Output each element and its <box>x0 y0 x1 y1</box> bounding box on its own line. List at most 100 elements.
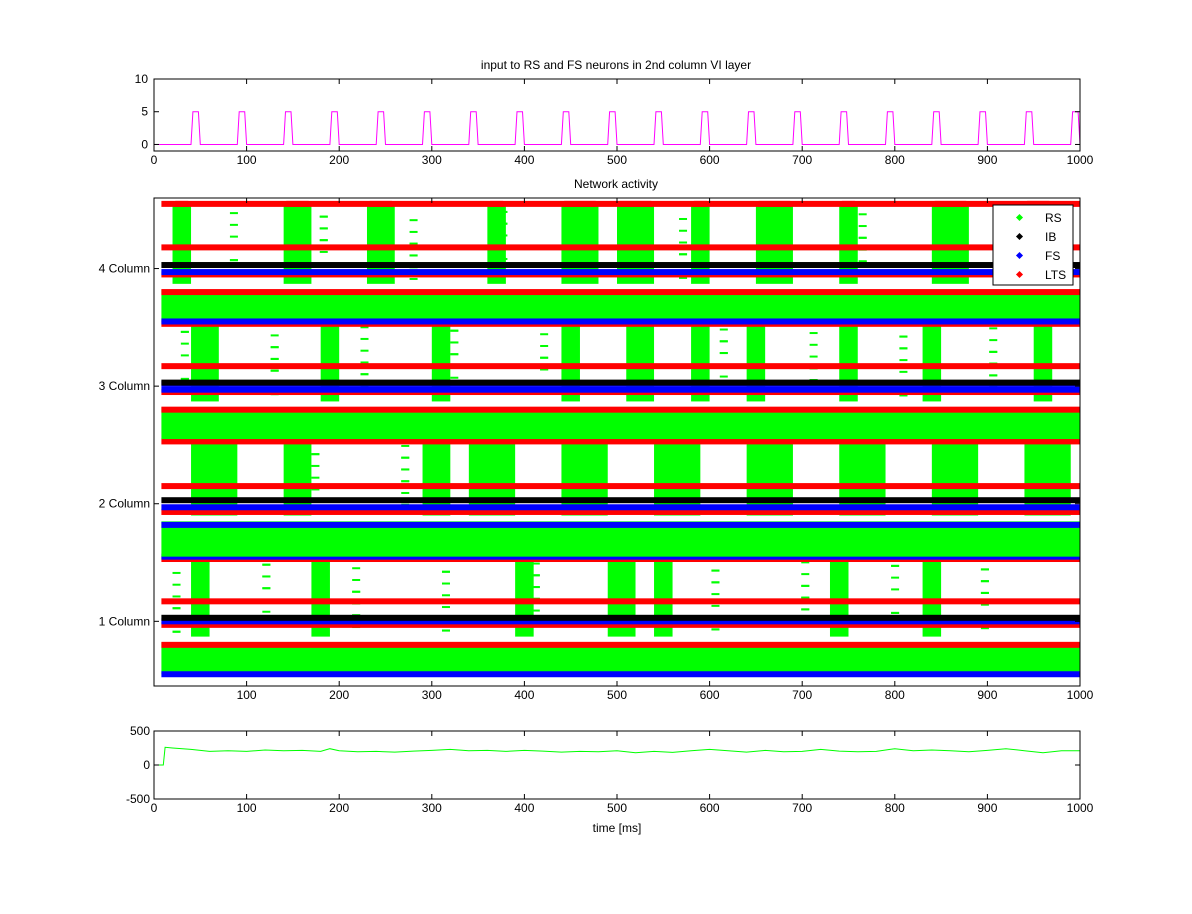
rs-spike <box>262 610 271 613</box>
y-tick-label: 5 <box>141 105 148 119</box>
y-tick-label: -500 <box>126 792 150 806</box>
rs-spike <box>262 575 271 578</box>
x-tick-label: 100 <box>237 688 257 702</box>
rs-spike <box>980 627 989 630</box>
rs-spike <box>760 494 769 497</box>
rs-spike <box>311 476 320 479</box>
rs-spike <box>1029 481 1038 484</box>
rs-spike <box>948 216 957 219</box>
rs-spike <box>270 346 279 349</box>
rs-spike <box>262 563 271 566</box>
rs-spike <box>409 219 418 222</box>
rs-spike <box>948 240 957 243</box>
rs-spike <box>401 480 410 483</box>
rs-spike <box>850 450 859 453</box>
rs-spike <box>441 594 450 597</box>
rs-spike <box>980 591 989 594</box>
x-tick-label: 700 <box>792 688 812 702</box>
summary-xlabel: time [ms] <box>593 821 642 835</box>
rs-spike <box>809 343 818 346</box>
rs-spike <box>948 228 957 231</box>
legend-marker-rs <box>1015 213 1024 222</box>
rs-spike <box>858 236 867 239</box>
x-tick-label: 1000 <box>1067 801 1094 815</box>
rs-spike <box>980 580 989 583</box>
rs-spike <box>760 470 769 473</box>
rs-burst <box>931 439 979 516</box>
rs-spike <box>980 603 989 606</box>
rs-spike <box>719 375 728 378</box>
rs-spike <box>540 356 549 359</box>
ib-spike-row <box>161 497 1080 504</box>
rs-spike <box>670 443 679 446</box>
rs-spike <box>801 561 810 564</box>
rs-spike <box>352 590 361 593</box>
network-plot-area <box>161 200 1080 678</box>
lts-spike-row <box>161 289 1080 296</box>
rs-spike <box>450 353 459 356</box>
rs-spike <box>172 595 181 598</box>
rs-spike <box>319 227 328 230</box>
rs-spike <box>801 608 810 611</box>
ib-spike-row <box>161 262 1080 269</box>
rs-spike <box>401 456 410 459</box>
x-tick-label: 200 <box>329 153 349 167</box>
rs-spike <box>670 455 679 458</box>
ib-spike-row <box>161 379 1080 386</box>
rs-spike <box>229 212 238 215</box>
rs-spike <box>899 394 908 397</box>
rs-spike <box>589 226 598 229</box>
rs-spike <box>491 495 500 498</box>
rs-spike <box>768 221 777 224</box>
lts-spike-row <box>161 438 1080 445</box>
rs-spike <box>858 225 867 228</box>
rs-burst <box>422 439 451 516</box>
rs-spike <box>540 333 549 336</box>
rs-spike <box>891 611 900 614</box>
rs-burst <box>468 439 516 516</box>
rs-spike <box>711 628 720 631</box>
rs-spike <box>270 357 279 360</box>
rs-spike <box>172 630 181 633</box>
x-tick-label: 600 <box>700 688 720 702</box>
x-tick-label: 900 <box>977 688 997 702</box>
lts-spike-row <box>161 641 1080 648</box>
rs-spike <box>679 217 688 220</box>
y-tick-label: 0 <box>143 758 150 772</box>
x-tick-label: 300 <box>422 688 442 702</box>
rs-spike <box>1029 469 1038 472</box>
rs-spike <box>711 581 720 584</box>
rs-spike <box>580 451 589 454</box>
legend-label-fs: FS <box>1045 249 1060 263</box>
rs-spike <box>670 467 679 470</box>
rs-spike <box>270 369 279 372</box>
x-tick-label: 400 <box>514 688 534 702</box>
rs-spike <box>1029 457 1038 460</box>
legend-label-rs: RS <box>1045 211 1062 225</box>
rs-spike <box>589 249 598 252</box>
legend-marker-lts <box>1015 270 1024 279</box>
x-tick-label: 500 <box>607 801 627 815</box>
rs-spike <box>409 242 418 245</box>
fs-spike-row <box>161 269 1080 276</box>
fs-spike-row <box>161 521 1080 528</box>
rs-burst <box>283 439 312 516</box>
legend-box <box>992 204 1074 286</box>
rs-spike <box>621 589 630 592</box>
rs-spike <box>540 344 549 347</box>
rs-spike <box>899 335 908 338</box>
x-tick-label: 300 <box>422 801 442 815</box>
rs-spike <box>629 372 638 375</box>
rs-spike <box>850 462 859 465</box>
rs-spike <box>719 328 728 331</box>
y-tick-label: 4 Column <box>99 262 150 276</box>
rs-spike <box>629 348 638 351</box>
rs-spike <box>441 570 450 573</box>
y-tick-label: 10 <box>135 72 149 86</box>
rs-spike <box>531 609 540 612</box>
rs-spike <box>891 576 900 579</box>
rs-spike <box>629 395 638 398</box>
x-tick-label: 400 <box>514 153 534 167</box>
network-axis-ticks: 100 200 300 400 500 600 700 800 900 1000 1 Column 2… <box>99 198 1094 702</box>
